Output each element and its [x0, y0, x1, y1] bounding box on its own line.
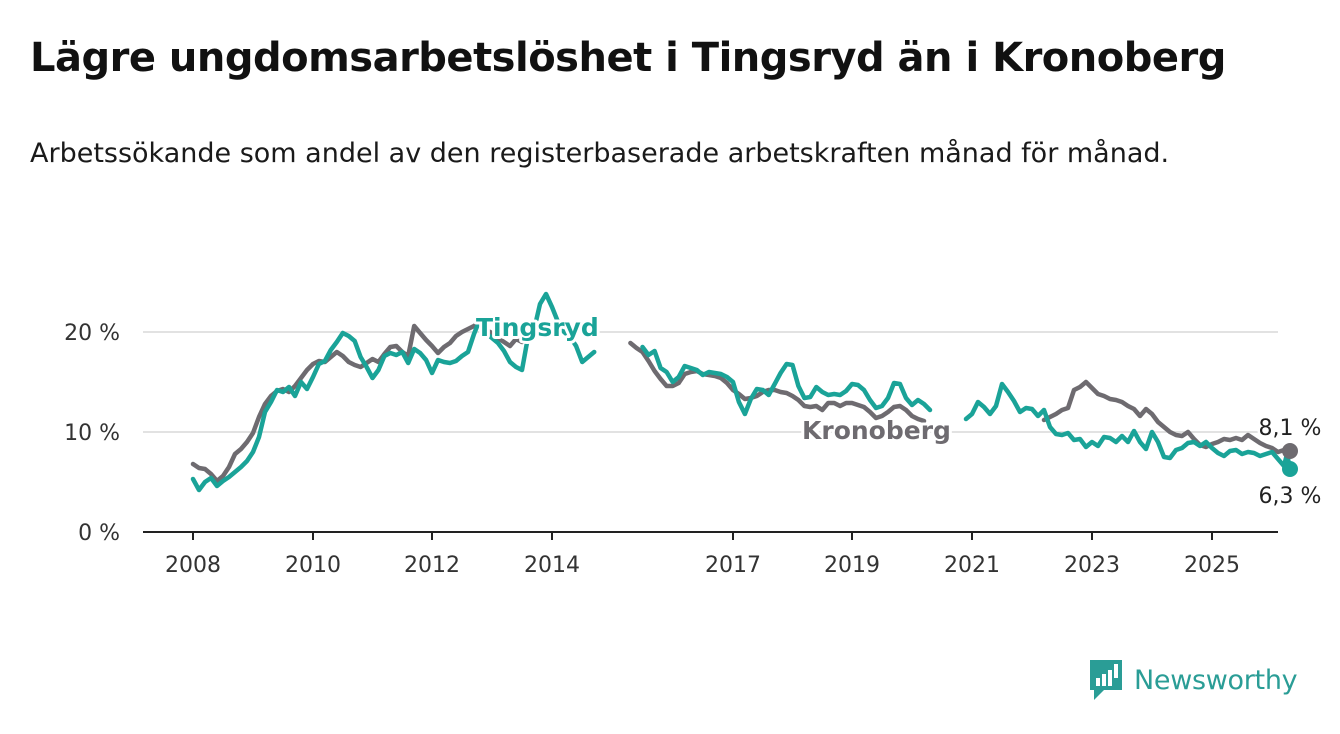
x-tick-label: 2019	[824, 553, 880, 578]
x-tick-label: 2014	[524, 553, 580, 578]
y-tick-label: 20 %	[64, 321, 120, 346]
end-marker-kronoberg	[1282, 443, 1298, 459]
x-tick-label: 2017	[705, 553, 761, 578]
line-chart: 0 % 10 % 20 % 2008 2010 2012 2014 2017 2019 2021 2…	[64, 291, 1324, 578]
series-line-kronoberg-0	[190, 319, 537, 484]
chart-subtitle: Arbetssökande som andel av den registerb…	[30, 138, 1170, 169]
end-marker-tingsryd	[1282, 461, 1298, 477]
x-tick-label: 2010	[285, 553, 341, 578]
series-line-tingsryd-1	[640, 344, 933, 417]
y-tick-label: 0 %	[78, 521, 120, 546]
series-line-kronoberg-2	[1041, 379, 1293, 455]
series-line-tingsryd-2	[963, 381, 1293, 472]
series-line-tingsryd-0	[190, 291, 597, 493]
y-tick-label: 10 %	[64, 421, 120, 446]
series-label-kronoberg: Kronoberg	[802, 416, 951, 445]
series-line-kronoberg-1	[628, 340, 927, 424]
x-tick-label: 2023	[1064, 553, 1120, 578]
newsworthy-logo-icon	[1090, 660, 1122, 700]
end-value-label-kronoberg: 8,1 %	[1259, 416, 1322, 441]
series-label-tingsryd: Tingsryd	[476, 313, 599, 342]
end-value-label-tingsryd: 6,3 %	[1259, 484, 1322, 509]
chart-title: Lägre ungdomsarbetslöshet i Tingsryd än …	[30, 35, 1226, 81]
x-tick-label: 2021	[944, 553, 1000, 578]
x-tick-label: 2008	[165, 553, 221, 578]
x-tick-label: 2025	[1184, 553, 1240, 578]
newsworthy-brand: Newsworthy	[1088, 658, 1298, 702]
x-tick-label: 2012	[404, 553, 460, 578]
brand-name: Newsworthy	[1134, 664, 1298, 696]
